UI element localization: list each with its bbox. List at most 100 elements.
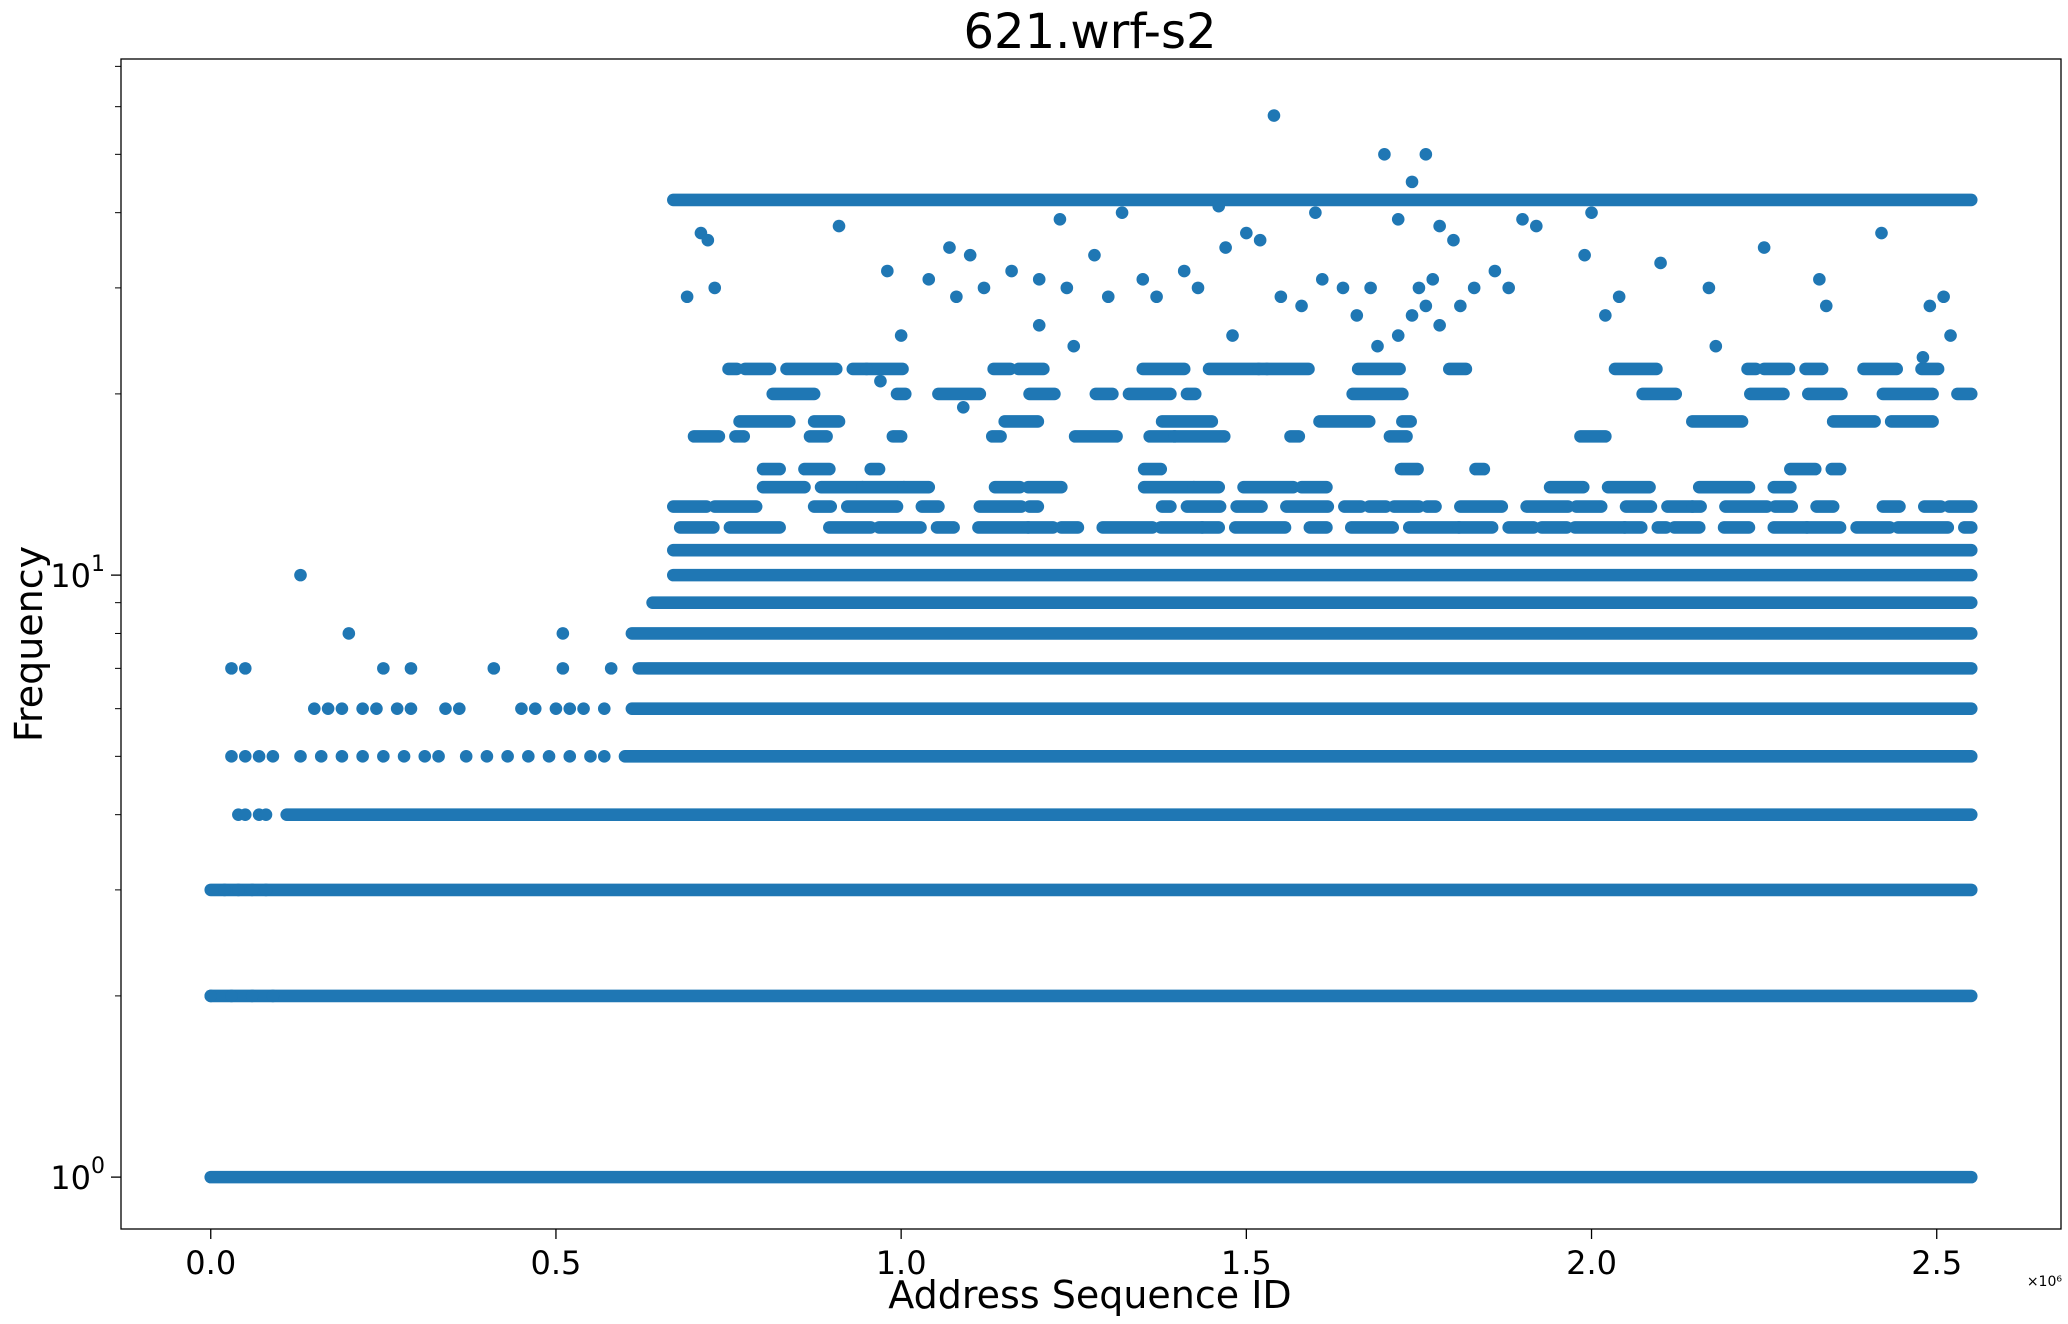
scatter-point (1654, 256, 1667, 270)
scatter-point (1101, 290, 1115, 304)
x-axis-ticks: 0.0 0.5 1.0 1.5 2.0 2.5 (185, 1229, 1962, 1282)
scatter-point (894, 329, 908, 342)
scatter-point (1819, 299, 1833, 313)
scatter-point (874, 374, 887, 388)
scatter-point (1757, 241, 1771, 254)
scatter-point (1391, 212, 1405, 226)
scatter-point (218, 883, 231, 897)
scatter-point (1136, 273, 1150, 286)
scatter-point (266, 989, 280, 1003)
x-tick-label: 2.0 (1566, 1244, 1617, 1282)
scatter-point (977, 281, 991, 295)
scatter-point (356, 702, 369, 715)
scatter-point (418, 750, 432, 763)
scatter-point (1585, 206, 1598, 219)
y-tick-label-exponent: 1 (91, 552, 105, 577)
scatter-point (294, 750, 307, 763)
scatter-point (1447, 233, 1460, 247)
scatter-point (335, 750, 349, 763)
scatter-point (335, 702, 349, 715)
scatter-point (922, 273, 936, 286)
scatter-point (356, 750, 369, 763)
scatter-point (1150, 290, 1163, 304)
plot-area-frame (120, 58, 2062, 1230)
scatter-point (245, 883, 259, 897)
scatter-point (238, 750, 252, 763)
scatter-point (1426, 273, 1440, 286)
scatter-point (370, 702, 383, 715)
scatter-point (549, 702, 563, 715)
scatter-point (1067, 339, 1081, 353)
scatter-point (1937, 290, 1950, 304)
scatter-point (701, 233, 715, 247)
scatter-point (1813, 273, 1826, 286)
chart-title: 621.wrf-s2 (963, 4, 1216, 60)
scatter-point (1364, 281, 1377, 295)
scatter-point (397, 750, 411, 763)
scatter-point (1212, 199, 1226, 213)
x-tick-label: 0.0 (185, 1244, 236, 1282)
scatter-point (404, 702, 418, 715)
scatter-point (542, 750, 556, 763)
scatter-point (1219, 241, 1232, 254)
scatter-point (1412, 281, 1426, 295)
scatter-point (1530, 219, 1543, 233)
scatter-point (342, 627, 356, 640)
scatter-point (1053, 212, 1067, 226)
x-axis-offset-label: ×10⁶ (2027, 1274, 2063, 1290)
scatter-point (377, 750, 390, 763)
scatter-point (1702, 281, 1716, 295)
scatter-point (563, 750, 577, 763)
scatter-point (515, 702, 528, 715)
scatter-point (597, 750, 611, 763)
y-tick-label: 10 (50, 1159, 91, 1197)
scatter-point (501, 750, 514, 763)
scatter-point (832, 219, 846, 233)
scatter-point (943, 241, 956, 254)
x-axis-label: Address Sequence ID (888, 1273, 1291, 1317)
scatter-point (708, 281, 722, 295)
scatter-point (1467, 281, 1481, 295)
scatter-point (225, 989, 238, 1003)
scatter-point (1433, 219, 1446, 233)
scatter-point (487, 662, 501, 675)
scatter-point (597, 702, 611, 715)
scatter-point (1191, 281, 1205, 295)
scatter-point (390, 702, 404, 715)
scatter-point (1454, 299, 1467, 313)
scatter-point (432, 750, 445, 763)
scatter-point (1177, 264, 1191, 278)
scatter-point (556, 627, 570, 640)
x-tick-label: 1.0 (876, 1244, 927, 1282)
scatter-point (245, 989, 259, 1003)
scatter-point (881, 264, 894, 278)
y-tick-label-exponent: 0 (91, 1154, 105, 1179)
scatter-point (1315, 273, 1329, 286)
y-axis-label: Frequency (7, 546, 51, 742)
scatter-point (950, 290, 963, 304)
scatter-point (252, 750, 266, 763)
scatter-point (321, 702, 335, 715)
scatter-point (860, 362, 873, 376)
scatter-point (1391, 329, 1405, 342)
scatter-point (584, 750, 597, 763)
scatter-point (1274, 290, 1288, 304)
scatter-point (522, 750, 535, 763)
scatter-point (459, 750, 473, 763)
scatter-point (1578, 248, 1591, 262)
scatter-point (528, 702, 542, 715)
scatter-point (1032, 273, 1046, 286)
scatter-point (1115, 206, 1129, 219)
scatter-point (1350, 309, 1364, 322)
scatter-point (452, 702, 466, 715)
scatter-point (259, 808, 273, 821)
scatter-point (1295, 299, 1308, 313)
scatter-point (1488, 264, 1502, 278)
scatter-point (1336, 281, 1350, 295)
x-tick-label: 0.5 (531, 1244, 582, 1282)
scatter-point (259, 883, 273, 897)
scatter-point (439, 702, 452, 715)
scatter-point (1612, 290, 1626, 304)
